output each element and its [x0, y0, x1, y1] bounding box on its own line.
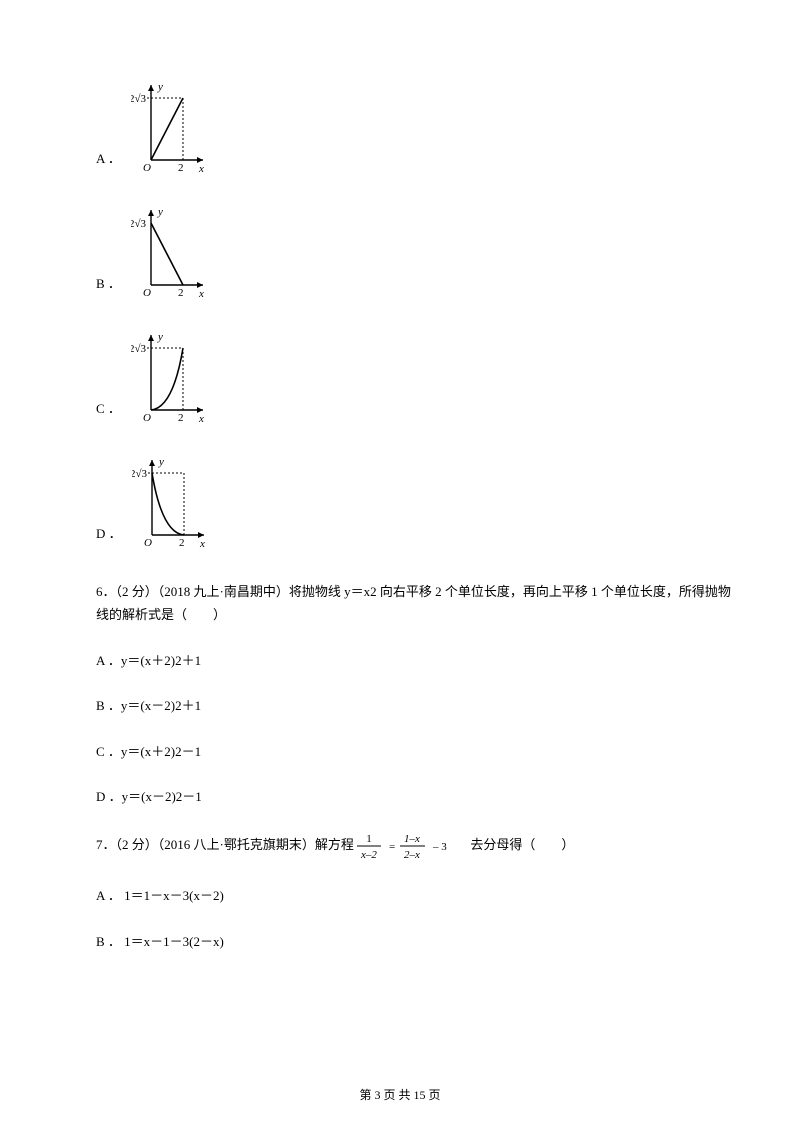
q7-option-b: B ． 1＝x－1－3(2－x) — [96, 930, 732, 953]
option-c-row: C ． y x O 2√3 2 — [96, 330, 732, 425]
q6-option-c: C ．y＝(x＋2)2－1 — [96, 740, 732, 763]
option-a-label: A ． — [96, 147, 121, 170]
option-a-row: A ． y x O 2√3 2 — [96, 80, 732, 175]
q7-prefix: 7．（2 分）（2016 八上·鄂托克旗期末）解方程 — [96, 837, 357, 852]
svg-text:1: 1 — [366, 833, 372, 845]
svg-text:y: y — [157, 331, 163, 343]
svg-text:2√3: 2√3 — [132, 468, 148, 480]
q7-a-formula: 1＝1－x－3(x－2) — [124, 888, 224, 903]
svg-text:2√3: 2√3 — [131, 218, 147, 230]
axis-y-label: y — [157, 81, 163, 93]
axis-x-label: x — [198, 163, 204, 175]
graph-a: y x O 2√3 2 — [131, 80, 211, 175]
svg-text:x–2: x–2 — [360, 849, 377, 861]
svg-text:O: O — [143, 162, 151, 174]
svg-text:x: x — [198, 288, 204, 300]
q6-option-d: D ．y＝(x－2)2－1 — [96, 785, 732, 808]
svg-text:x: x — [198, 413, 204, 425]
q7-equation: 1 x–2 = 1–x 2–x – 3 — [357, 830, 467, 862]
option-d-label: D ． — [96, 522, 122, 545]
svg-text:2√3: 2√3 — [131, 343, 147, 355]
option-b-label: B ． — [96, 272, 121, 295]
q7-b-formula: 1＝x－1－3(2－x) — [124, 934, 224, 949]
q7-option-a: A ． 1＝1－x－3(x－2) — [96, 884, 732, 907]
graph-c: y x O 2√3 2 — [131, 330, 211, 425]
option-b-row: B ． y x O 2√3 2 — [96, 205, 732, 300]
svg-text:2: 2 — [178, 412, 184, 424]
svg-text:2√3: 2√3 — [131, 93, 147, 105]
svg-text:1–x: 1–x — [404, 833, 420, 845]
svg-text:O: O — [143, 412, 151, 424]
q6-option-a: A ．y＝(x＋2)2＋1 — [96, 649, 732, 672]
svg-text:=: = — [389, 841, 395, 853]
svg-text:O: O — [143, 287, 151, 299]
svg-text:O: O — [144, 537, 152, 549]
q6-option-b: B ．y＝(x－2)2＋1 — [96, 694, 732, 717]
question-6-text: 6．（2 分）（2018 九上·南昌期中）将抛物线 y＝x2 向右平移 2 个单… — [96, 580, 732, 627]
option-d-row: D ． y x O 2√3 2 — [96, 455, 732, 550]
svg-text:y: y — [157, 206, 163, 218]
svg-text:2: 2 — [179, 537, 185, 549]
svg-text:– 3: – 3 — [432, 841, 447, 853]
option-c-label: C ． — [96, 397, 121, 420]
graph-b: y x O 2√3 2 — [131, 205, 211, 300]
page-footer: 第 3 页 共 15 页 — [0, 1085, 800, 1107]
svg-text:2: 2 — [178, 287, 184, 299]
question-7-text: 7．（2 分）（2016 八上·鄂托克旗期末）解方程 1 x–2 = 1–x 2… — [96, 830, 732, 862]
graph-d: y x O 2√3 2 — [132, 455, 212, 550]
q7-suffix: 去分母得（ ） — [470, 837, 574, 852]
svg-text:y: y — [158, 456, 164, 468]
svg-text:x: x — [199, 538, 205, 550]
svg-text:2: 2 — [178, 162, 184, 174]
svg-text:2–x: 2–x — [404, 849, 420, 861]
